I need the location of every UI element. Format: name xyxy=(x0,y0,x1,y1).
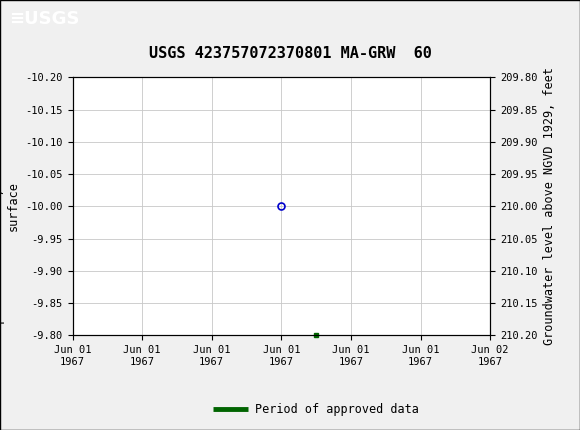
Text: Period of approved data: Period of approved data xyxy=(255,402,419,416)
Text: USGS 423757072370801 MA-GRW  60: USGS 423757072370801 MA-GRW 60 xyxy=(148,46,432,61)
Text: ≡USGS: ≡USGS xyxy=(9,10,79,28)
Y-axis label: Groundwater level above NGVD 1929, feet: Groundwater level above NGVD 1929, feet xyxy=(543,68,556,345)
Y-axis label: Depth to water level, feet below land
surface: Depth to water level, feet below land su… xyxy=(0,74,20,338)
